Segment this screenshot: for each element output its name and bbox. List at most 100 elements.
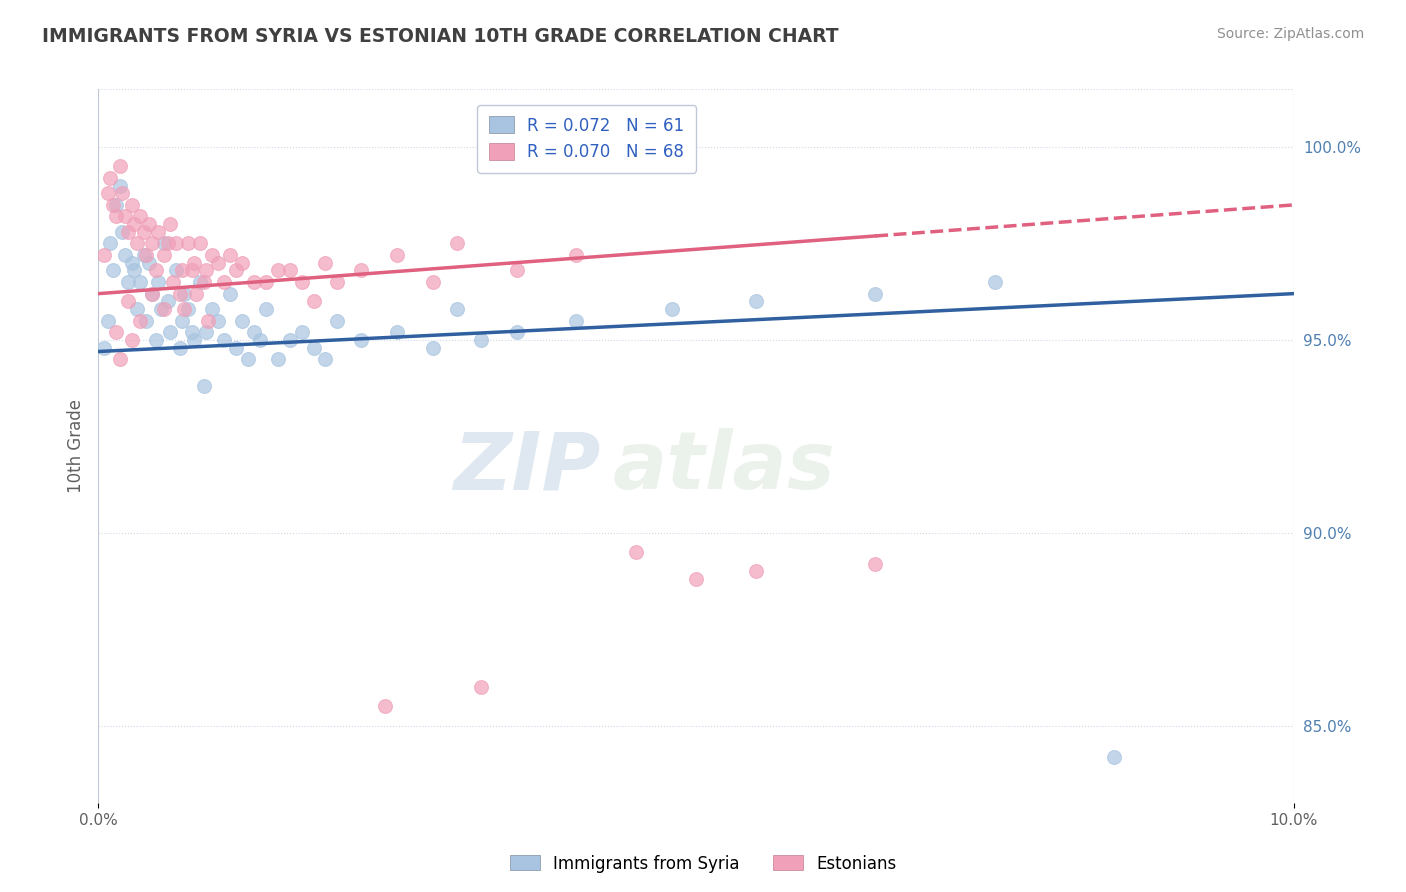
Point bbox=[180, 263, 202, 277]
Point bbox=[153, 301, 176, 316]
Point bbox=[243, 325, 266, 339]
Point bbox=[565, 248, 588, 262]
Point bbox=[148, 275, 170, 289]
Point bbox=[111, 186, 134, 201]
Point bbox=[219, 248, 242, 262]
Point bbox=[114, 248, 136, 262]
Point bbox=[162, 275, 184, 289]
Text: ZIP: ZIP bbox=[453, 428, 600, 507]
Point bbox=[108, 178, 131, 193]
Point bbox=[98, 236, 122, 251]
Point bbox=[243, 275, 266, 289]
Point bbox=[183, 256, 205, 270]
Point bbox=[195, 325, 218, 339]
Point bbox=[231, 256, 253, 270]
Point bbox=[177, 301, 200, 316]
Point bbox=[315, 352, 337, 367]
Point bbox=[231, 313, 253, 327]
Point bbox=[278, 333, 301, 347]
Point bbox=[302, 294, 325, 309]
Point bbox=[470, 333, 492, 347]
Legend: R = 0.072   N = 61, R = 0.070   N = 68: R = 0.072 N = 61, R = 0.070 N = 68 bbox=[477, 104, 696, 173]
Point bbox=[186, 286, 208, 301]
Point bbox=[129, 313, 152, 327]
Point bbox=[138, 217, 160, 231]
Point bbox=[446, 236, 468, 251]
Point bbox=[141, 236, 163, 251]
Point bbox=[138, 256, 160, 270]
Point bbox=[626, 545, 648, 559]
Point bbox=[201, 248, 224, 262]
Point bbox=[249, 333, 271, 347]
Text: Source: ZipAtlas.com: Source: ZipAtlas.com bbox=[1216, 27, 1364, 41]
Point bbox=[291, 275, 314, 289]
Point bbox=[745, 294, 768, 309]
Point bbox=[156, 236, 179, 251]
Point bbox=[108, 159, 131, 173]
Point bbox=[207, 256, 229, 270]
Point bbox=[105, 325, 128, 339]
Point bbox=[159, 325, 181, 339]
Point bbox=[506, 325, 529, 339]
Point bbox=[169, 341, 191, 355]
Point bbox=[111, 225, 134, 239]
Point bbox=[97, 186, 120, 201]
Point bbox=[97, 313, 120, 327]
Point bbox=[207, 313, 229, 327]
Point bbox=[278, 263, 301, 277]
Point bbox=[114, 210, 136, 224]
Point bbox=[212, 275, 235, 289]
Text: IMMIGRANTS FROM SYRIA VS ESTONIAN 10TH GRADE CORRELATION CHART: IMMIGRANTS FROM SYRIA VS ESTONIAN 10TH G… bbox=[42, 27, 839, 45]
Point bbox=[254, 275, 277, 289]
Point bbox=[156, 294, 179, 309]
Point bbox=[267, 263, 290, 277]
Point bbox=[141, 286, 163, 301]
Point bbox=[172, 313, 194, 327]
Point bbox=[315, 256, 337, 270]
Point bbox=[153, 236, 176, 251]
Point bbox=[193, 275, 215, 289]
Point bbox=[145, 263, 167, 277]
Point bbox=[132, 225, 155, 239]
Point bbox=[195, 263, 218, 277]
Point bbox=[105, 210, 128, 224]
Point bbox=[225, 341, 247, 355]
Point bbox=[165, 236, 187, 251]
Point bbox=[125, 236, 148, 251]
Point bbox=[129, 210, 152, 224]
Point bbox=[148, 225, 170, 239]
Point bbox=[177, 236, 200, 251]
Point bbox=[165, 263, 187, 277]
Point bbox=[1104, 749, 1126, 764]
Point bbox=[159, 217, 181, 231]
Point bbox=[254, 301, 277, 316]
Point bbox=[117, 294, 139, 309]
Point bbox=[121, 198, 143, 212]
Point bbox=[193, 379, 215, 393]
Point bbox=[125, 301, 148, 316]
Point bbox=[169, 286, 191, 301]
Point bbox=[212, 333, 235, 347]
Point bbox=[506, 263, 529, 277]
Point bbox=[565, 313, 588, 327]
Point bbox=[385, 325, 409, 339]
Point bbox=[172, 263, 194, 277]
Point bbox=[173, 301, 195, 316]
Point bbox=[422, 341, 444, 355]
Point bbox=[422, 275, 444, 289]
Point bbox=[291, 325, 314, 339]
Point bbox=[385, 248, 409, 262]
Point bbox=[129, 275, 152, 289]
Point bbox=[374, 699, 396, 714]
Point bbox=[302, 341, 325, 355]
Point bbox=[153, 248, 176, 262]
Point bbox=[105, 198, 128, 212]
Point bbox=[685, 572, 707, 586]
Point bbox=[117, 225, 139, 239]
Point bbox=[865, 557, 887, 571]
Point bbox=[108, 352, 131, 367]
Point bbox=[135, 313, 157, 327]
Point bbox=[101, 263, 124, 277]
Point bbox=[865, 286, 887, 301]
Point bbox=[93, 248, 115, 262]
